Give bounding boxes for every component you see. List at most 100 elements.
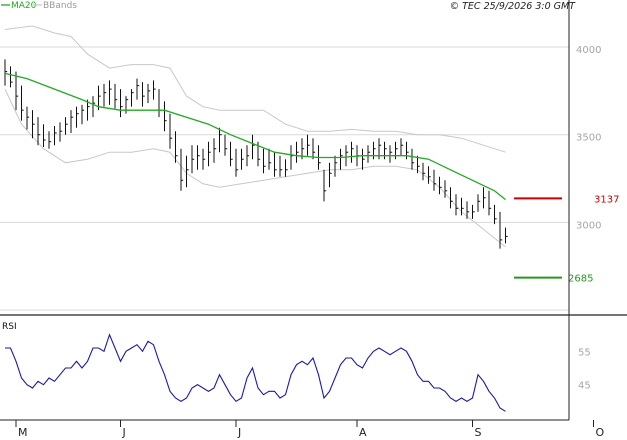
price-bar	[125, 96, 129, 114]
resistance-label: 3137	[594, 194, 619, 205]
price-bar	[312, 138, 316, 160]
price-bar	[389, 145, 393, 163]
price-bar	[180, 148, 184, 191]
price-bar	[175, 131, 178, 163]
price-bar	[87, 99, 90, 121]
price-bar	[224, 134, 228, 156]
bbands-lower-line	[4, 88, 506, 248]
price-bar	[334, 155, 338, 177]
price-bar	[285, 159, 288, 177]
price-bar	[191, 145, 195, 174]
price-bar	[65, 117, 68, 135]
price-bar	[400, 138, 404, 156]
price-bar	[208, 141, 211, 167]
price-bar	[202, 148, 206, 170]
price-bar	[411, 148, 415, 170]
price-bar	[323, 169, 327, 202]
price-bar	[70, 110, 74, 133]
price-y-tick-labels: 4000 3500 3000	[576, 45, 601, 231]
price-bar	[461, 197, 464, 216]
ma20-line	[4, 72, 506, 201]
price-bar	[48, 131, 52, 149]
price-tick-label: 3000	[576, 220, 601, 231]
price-bar	[241, 148, 244, 170]
x-tick-label: J	[237, 426, 241, 439]
price-bar	[109, 80, 112, 105]
price-bar	[114, 83, 118, 109]
price-bar	[21, 85, 24, 121]
x-tick-label: O	[596, 426, 605, 439]
price-bar	[279, 155, 283, 177]
price-bar	[472, 204, 475, 219]
price-bar	[10, 66, 13, 88]
price-bar	[384, 141, 387, 160]
price-bar	[296, 141, 299, 163]
price-bar	[246, 145, 250, 167]
price-bar	[186, 155, 189, 188]
price-bar	[142, 82, 145, 107]
price-bar	[15, 71, 19, 111]
price-bar	[263, 148, 266, 174]
x-tick-label: M	[18, 426, 28, 439]
price-bar	[499, 211, 503, 249]
price-bar	[230, 141, 233, 167]
price-bar	[444, 180, 448, 198]
price-bar	[136, 78, 140, 100]
rsi-panel: RSI 55 45	[2, 322, 591, 412]
rsi-title: RSI	[2, 322, 17, 332]
price-bar	[147, 83, 151, 104]
price-gridlines	[0, 46, 569, 311]
x-tick-label: A	[359, 426, 367, 439]
price-bar	[345, 145, 349, 167]
price-bar	[153, 80, 156, 100]
price-bar	[4, 59, 8, 86]
price-tick-label: 3500	[576, 133, 601, 144]
support-label: 2685	[568, 274, 593, 285]
price-bar	[455, 194, 459, 216]
price-bar	[213, 138, 217, 163]
price-bar	[307, 134, 310, 156]
price-tick-label: 4000	[576, 45, 601, 56]
bbands-upper-line	[4, 25, 506, 153]
price-bar	[367, 145, 371, 163]
price-bar	[103, 83, 107, 107]
price-bar	[81, 104, 85, 125]
price-bar	[466, 201, 470, 219]
price-bar	[37, 117, 41, 146]
price-bar	[252, 134, 255, 160]
price-panel: 4000 3500 3000 3137 2685	[0, 25, 619, 311]
price-bar	[483, 187, 486, 209]
price-bar	[76, 106, 79, 128]
price-bar	[290, 145, 294, 170]
price-bar	[433, 169, 437, 191]
copyright-text: © TEC 25/9/2026 3:0 GMT	[450, 1, 577, 12]
legend-bbands-label: BBands	[43, 1, 77, 11]
price-bar	[274, 152, 277, 177]
price-bar	[494, 204, 497, 225]
price-bar	[169, 113, 173, 149]
price-bar	[439, 176, 442, 195]
price-bar	[450, 187, 453, 209]
price-bar	[417, 155, 420, 174]
price-bar	[351, 141, 354, 163]
price-bar	[131, 89, 134, 107]
price-bars	[4, 59, 508, 249]
x-tick-label: S	[475, 426, 482, 439]
price-bar	[477, 194, 481, 212]
price-bar	[488, 190, 492, 216]
rsi-tick-label: 55	[578, 347, 591, 358]
price-bar	[43, 124, 46, 147]
rsi-y-tick-labels: 55 45	[578, 347, 591, 391]
rsi-line	[5, 333, 506, 412]
x-tick-label: J	[122, 426, 126, 439]
price-bar	[219, 127, 222, 153]
price-bar	[268, 148, 272, 170]
price-bar	[395, 141, 398, 160]
price-bar	[505, 227, 508, 244]
price-bar	[197, 145, 200, 170]
price-bar	[235, 148, 239, 177]
price-bar	[26, 106, 30, 130]
price-bar	[120, 89, 123, 118]
price-bar	[329, 162, 332, 188]
